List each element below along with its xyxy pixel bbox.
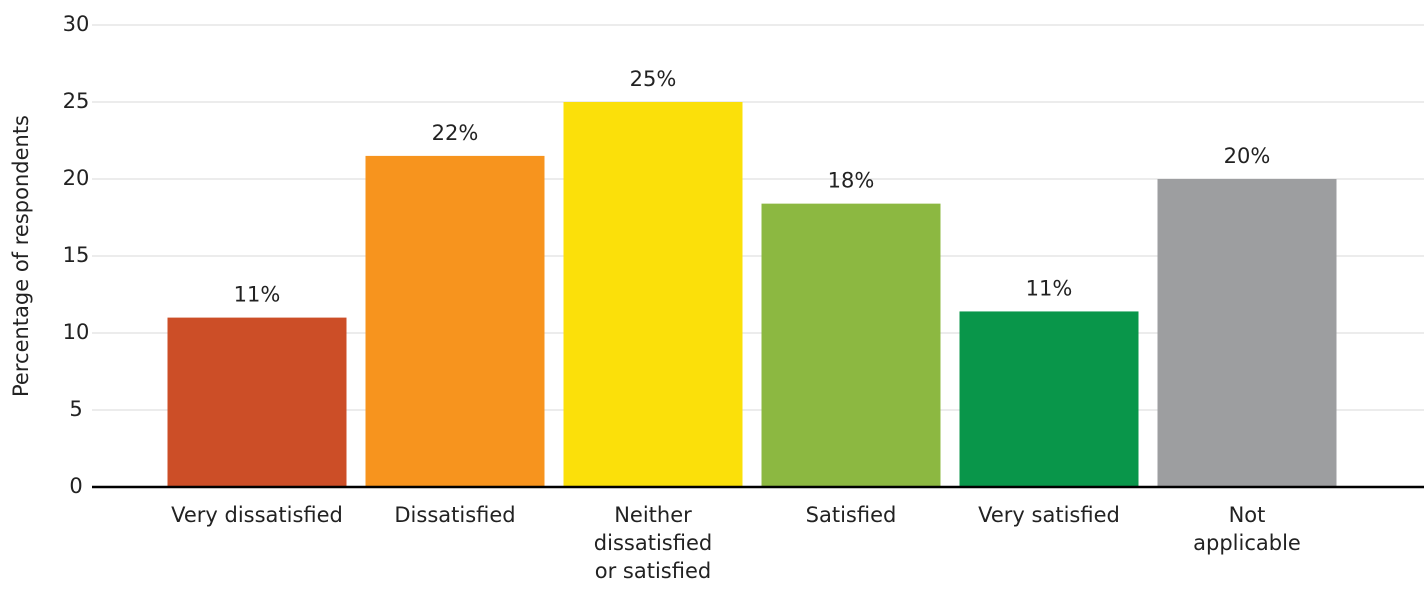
value-label: 22%	[432, 121, 479, 145]
y-tick-label: 15	[63, 243, 90, 267]
x-tick-label: Very satisfied	[978, 503, 1120, 527]
x-tick-label: Very dissatisfied	[171, 503, 343, 527]
bar	[959, 311, 1139, 487]
bar	[1157, 179, 1337, 487]
x-tick-label: Dissatisfied	[394, 503, 515, 527]
x-tick-label: Neither dissatisfied or satisfied	[594, 503, 712, 583]
y-tick-label: 5	[69, 397, 82, 421]
value-label: 18%	[828, 169, 875, 193]
value-label: 20%	[1224, 144, 1271, 168]
y-tick-label: 25	[63, 89, 90, 113]
y-tick-label: 20	[63, 166, 90, 190]
y-axis-title: Percentage of respondents	[9, 115, 33, 397]
bar	[563, 102, 743, 487]
y-tick-label: 10	[63, 320, 90, 344]
x-tick-label: Not applicable	[1193, 503, 1301, 555]
x-tick-label: Satisfied	[806, 503, 897, 527]
bar	[167, 317, 347, 487]
value-label: 25%	[630, 67, 677, 91]
y-tick-label: 30	[63, 12, 90, 36]
bar	[365, 155, 545, 487]
y-tick-label: 0	[69, 474, 82, 498]
value-label: 11%	[1026, 276, 1073, 300]
value-label: 11%	[234, 283, 281, 307]
bar	[761, 203, 941, 487]
